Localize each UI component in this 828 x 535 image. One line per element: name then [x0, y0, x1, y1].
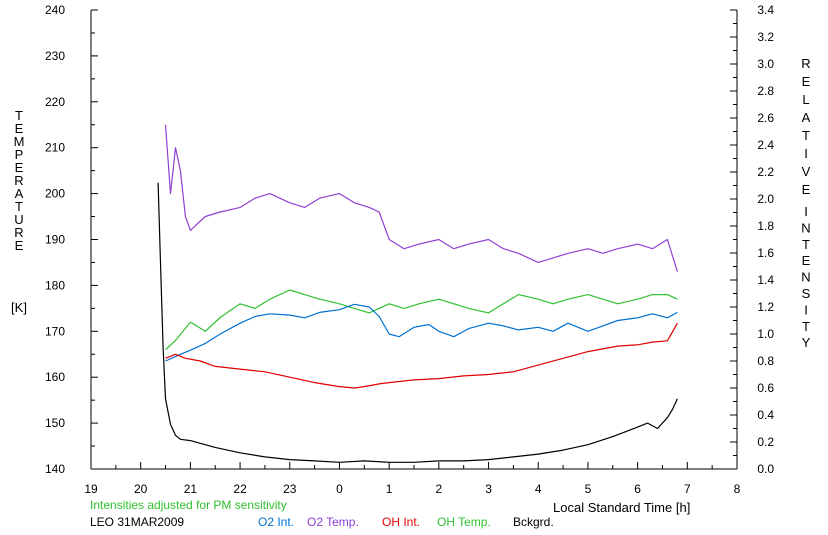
- right-axis-label-letter: E: [802, 74, 811, 89]
- right-axis-label-letter: S: [802, 286, 811, 301]
- right-axis-label-letter: E: [802, 182, 811, 197]
- right-axis-label-letter: L: [802, 92, 809, 107]
- axes: [90, 9, 738, 470]
- x-tick-label: 3: [485, 482, 492, 496]
- left-tick-label: 200: [45, 187, 65, 201]
- right-axis-label-letter: N: [801, 220, 810, 235]
- left-tick-label: 170: [45, 324, 65, 338]
- right-axis-label-letter: T: [802, 128, 810, 143]
- left-tick-label: 150: [45, 416, 65, 430]
- x-tick-label: 7: [684, 482, 691, 496]
- right-tick-label: 1.0: [757, 327, 774, 341]
- series-line-o2-int: [165, 303, 678, 362]
- left-axis-label-letter: A: [15, 186, 24, 201]
- series-lines: [157, 124, 678, 463]
- x-tick-label: 23: [283, 482, 297, 496]
- x-tick-label: 8: [734, 482, 741, 496]
- right-axis-label-letter: I: [804, 146, 808, 161]
- right-axis-label-letter: E: [802, 253, 811, 268]
- right-axis-label-letter: N: [801, 270, 810, 285]
- series-line-oh-int: [165, 322, 678, 389]
- right-tick-label: 2.4: [757, 138, 774, 152]
- right-axis-label-letter: T: [802, 237, 810, 252]
- left-axis-label-letter: E: [15, 121, 24, 136]
- legend-oh-temp: OH Temp.: [437, 515, 491, 529]
- right-tick-label: 0.6: [757, 381, 774, 395]
- right-tick-label: 0.2: [757, 435, 774, 449]
- right-tick-label: 1.4: [757, 273, 774, 287]
- right-tick-label: 3.4: [757, 3, 774, 17]
- left-axis-label-letter: T: [15, 199, 23, 214]
- x-tick-label: 6: [634, 482, 641, 496]
- x-tick-label: 2: [436, 482, 443, 496]
- left-axis-label-letter: R: [14, 173, 23, 188]
- x-tick-label: 20: [134, 482, 148, 496]
- left-tick-label: 140: [45, 462, 65, 476]
- right-tick-label: 0.4: [757, 408, 774, 422]
- left-axis-label-letter: R: [14, 225, 23, 240]
- right-axis-label-letter: V: [802, 164, 811, 179]
- x-tick-label: 22: [233, 482, 247, 496]
- right-tick-label: 1.2: [757, 300, 774, 314]
- x-tick-label: 19: [84, 482, 98, 496]
- series-line-o2-temp: [164, 124, 678, 272]
- right-axis-label-letter: I: [804, 302, 808, 317]
- left-axis-label-letter: E: [15, 160, 24, 175]
- left-tick-label: 220: [45, 95, 65, 109]
- left-axis-label-letter: T: [15, 108, 23, 123]
- left-tick-label: 210: [45, 141, 65, 155]
- right-axis-label-letter: R: [801, 56, 810, 71]
- left-axis-label-letter: P: [15, 147, 24, 162]
- left-tick-label: 230: [45, 49, 65, 63]
- legend-oh-int: OH Int.: [382, 515, 420, 529]
- right-tick-label: 2.6: [757, 111, 774, 125]
- right-tick-label: 3.0: [757, 57, 774, 71]
- x-tick-label: 21: [184, 482, 198, 496]
- x-tick-label: 1: [386, 482, 393, 496]
- series-line-bckgrd: [157, 182, 678, 463]
- x-tick-label: 0: [336, 482, 343, 496]
- left-axis-label-letter: M: [14, 134, 25, 149]
- right-tick-label: 0.8: [757, 354, 774, 368]
- right-axis-label-letter: Y: [802, 335, 811, 350]
- right-axis-label-letter: A: [802, 110, 811, 125]
- right-axis-label-letter: I: [804, 204, 808, 219]
- right-axis-label-letter: T: [802, 319, 810, 334]
- right-tick-label: 2.8: [757, 84, 774, 98]
- series-line-oh-temp: [165, 289, 678, 351]
- x-axis-label: Local Standard Time [h]: [553, 500, 690, 515]
- station-text: LEO 31MAR2009: [90, 515, 184, 529]
- right-tick-label: 0.0: [757, 462, 774, 476]
- right-tick-label: 2.2: [757, 165, 774, 179]
- right-tick-label: 2.0: [757, 192, 774, 206]
- left-tick-label: 160: [45, 370, 65, 384]
- legend-o2-temp: O2 Temp.: [307, 515, 359, 529]
- left-tick-label: 180: [45, 278, 65, 292]
- left-tick-label: 240: [45, 3, 65, 17]
- left-axis-label-letter: [K]: [11, 300, 27, 315]
- x-tick-label: 5: [585, 482, 592, 496]
- right-tick-label: 3.2: [757, 30, 774, 44]
- left-tick-label: 190: [45, 233, 65, 247]
- left-axis-label-letter: U: [14, 212, 23, 227]
- legend-o2-int: O2 Int.: [258, 515, 294, 529]
- note-text: Intensities adjusted for PM sensitivity: [90, 498, 287, 512]
- tick-labels: 1401501601701801902002102202302400.00.20…: [45, 3, 774, 496]
- right-tick-label: 1.8: [757, 219, 774, 233]
- x-tick-label: 4: [535, 482, 542, 496]
- left-axis-label-letter: E: [15, 238, 24, 253]
- right-tick-label: 1.6: [757, 246, 774, 260]
- legend-bckgrd: Bckgrd.: [513, 515, 554, 529]
